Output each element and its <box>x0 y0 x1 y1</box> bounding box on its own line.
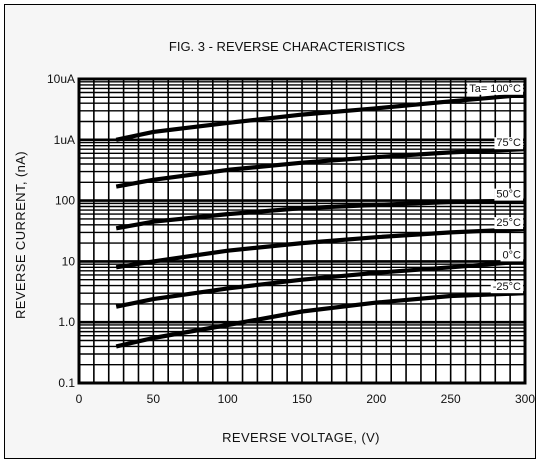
series-line <box>115 291 526 349</box>
curve-label-bg <box>494 137 524 150</box>
curve-label-bg <box>490 281 524 294</box>
x-tick-label: 200 <box>366 392 386 406</box>
curve-label: 0°C <box>503 249 522 261</box>
series-line <box>115 227 526 270</box>
y-tick-label: 0.1 <box>58 376 75 390</box>
series-line <box>115 198 526 231</box>
x-tick-label: 0 <box>76 392 83 406</box>
x-tick-labels: 0 50 100 150 200 250 300 <box>76 392 536 406</box>
curve-label-bg <box>494 188 524 201</box>
series-line <box>115 147 526 189</box>
y-tick-label: 100 <box>55 194 75 208</box>
curve-label: 25°C <box>496 217 521 229</box>
curve-label-bg <box>494 217 524 230</box>
series-line <box>115 92 526 142</box>
curve-label-bg <box>467 82 524 95</box>
x-tick-label: 300 <box>515 392 535 406</box>
curve-label: 75°C <box>496 137 521 149</box>
y-axis-label: REVERSE CURRENT, (nA) <box>13 151 28 319</box>
curve-label: Ta= 100°C <box>469 83 521 95</box>
y-tick-label: 1uA <box>54 133 75 147</box>
x-axis-label: REVERSE VOLTAGE, (V) <box>222 430 380 445</box>
reverse-characteristics-chart: FIG. 3 - REVERSE CHARACTERISTICS Ta= 100… <box>13 39 536 445</box>
y-tick-label: 10uA <box>47 72 75 86</box>
chart-title: FIG. 3 - REVERSE CHARACTERISTICS <box>169 39 406 54</box>
curve-labels: Ta= 100°C 75°C 50°C 25°C 0°C -25°C <box>467 82 524 294</box>
x-tick-label: 250 <box>441 392 461 406</box>
curve-label-bg <box>500 249 524 262</box>
y-tick-label: 1.0 <box>58 315 75 329</box>
curve-label: 50°C <box>496 189 521 201</box>
curve-label: -25°C <box>493 281 521 293</box>
x-tick-label: 100 <box>218 392 238 406</box>
chart-figure: FIG. 3 - REVERSE CHARACTERISTICS Ta= 100… <box>4 4 536 459</box>
curves <box>115 92 526 349</box>
series-line <box>115 259 526 309</box>
y-tick-label: 10 <box>62 254 76 268</box>
x-tick-label: 50 <box>147 392 161 406</box>
x-tick-label: 150 <box>292 392 312 406</box>
y-tick-labels: 0.1 1.0 10 100 1uA 10uA <box>47 72 75 390</box>
